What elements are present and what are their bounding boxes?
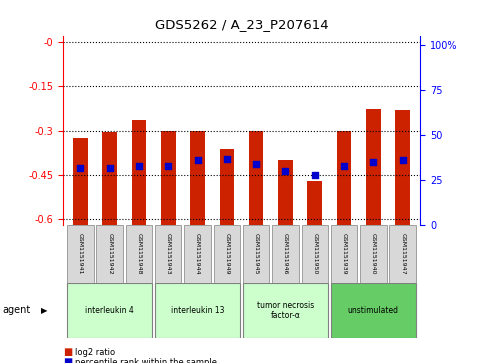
- Point: [106, 165, 114, 171]
- Point: [76, 165, 84, 171]
- Text: GSM1151943: GSM1151943: [166, 233, 171, 275]
- FancyBboxPatch shape: [97, 225, 123, 283]
- Text: GSM1151940: GSM1151940: [371, 233, 376, 275]
- Text: tumor necrosis
factor-α: tumor necrosis factor-α: [257, 301, 314, 320]
- Text: GSM1151941: GSM1151941: [78, 233, 83, 275]
- Text: GSM1151942: GSM1151942: [107, 233, 112, 275]
- FancyBboxPatch shape: [67, 225, 94, 283]
- Point: [135, 163, 143, 169]
- Point: [399, 158, 407, 163]
- Text: GDS5262 / A_23_P207614: GDS5262 / A_23_P207614: [155, 18, 328, 31]
- FancyBboxPatch shape: [155, 283, 240, 338]
- FancyBboxPatch shape: [243, 283, 328, 338]
- Text: agent: agent: [2, 305, 30, 315]
- Text: GSM1151946: GSM1151946: [283, 233, 288, 275]
- Bar: [132, 120, 146, 225]
- Bar: [220, 149, 234, 225]
- FancyBboxPatch shape: [360, 225, 386, 283]
- FancyBboxPatch shape: [331, 225, 357, 283]
- Text: GSM1151945: GSM1151945: [254, 233, 259, 275]
- Point: [340, 163, 348, 169]
- FancyBboxPatch shape: [185, 225, 211, 283]
- Bar: [278, 160, 293, 225]
- FancyBboxPatch shape: [272, 225, 298, 283]
- Text: log2 ratio: log2 ratio: [75, 348, 115, 356]
- Text: GSM1151948: GSM1151948: [137, 233, 142, 275]
- FancyBboxPatch shape: [331, 283, 416, 338]
- Point: [282, 168, 289, 174]
- Text: percentile rank within the sample: percentile rank within the sample: [75, 358, 217, 363]
- Text: ▶: ▶: [41, 306, 47, 315]
- Bar: [73, 138, 88, 225]
- Point: [311, 172, 319, 178]
- FancyBboxPatch shape: [243, 225, 270, 283]
- Bar: [249, 131, 263, 225]
- Bar: [161, 131, 176, 225]
- Point: [164, 163, 172, 169]
- Text: interleukin 4: interleukin 4: [85, 306, 134, 315]
- Text: ■: ■: [63, 347, 72, 357]
- FancyBboxPatch shape: [389, 225, 416, 283]
- FancyBboxPatch shape: [67, 283, 152, 338]
- FancyBboxPatch shape: [301, 225, 328, 283]
- Text: GSM1151939: GSM1151939: [341, 233, 346, 275]
- Text: GSM1151950: GSM1151950: [312, 233, 317, 275]
- FancyBboxPatch shape: [155, 225, 182, 283]
- Bar: [190, 131, 205, 225]
- Point: [194, 158, 201, 163]
- FancyBboxPatch shape: [126, 225, 152, 283]
- Text: ■: ■: [63, 357, 72, 363]
- Text: GSM1151949: GSM1151949: [224, 233, 229, 275]
- Bar: [337, 131, 351, 225]
- Text: GSM1151944: GSM1151944: [195, 233, 200, 275]
- Point: [223, 156, 231, 162]
- Bar: [102, 132, 117, 225]
- Bar: [395, 110, 410, 225]
- FancyBboxPatch shape: [213, 225, 240, 283]
- Text: unstimulated: unstimulated: [348, 306, 399, 315]
- Bar: [307, 181, 322, 225]
- Text: interleukin 13: interleukin 13: [171, 306, 224, 315]
- Text: GSM1151947: GSM1151947: [400, 233, 405, 275]
- Point: [369, 159, 377, 165]
- Point: [252, 161, 260, 167]
- Bar: [366, 109, 381, 225]
